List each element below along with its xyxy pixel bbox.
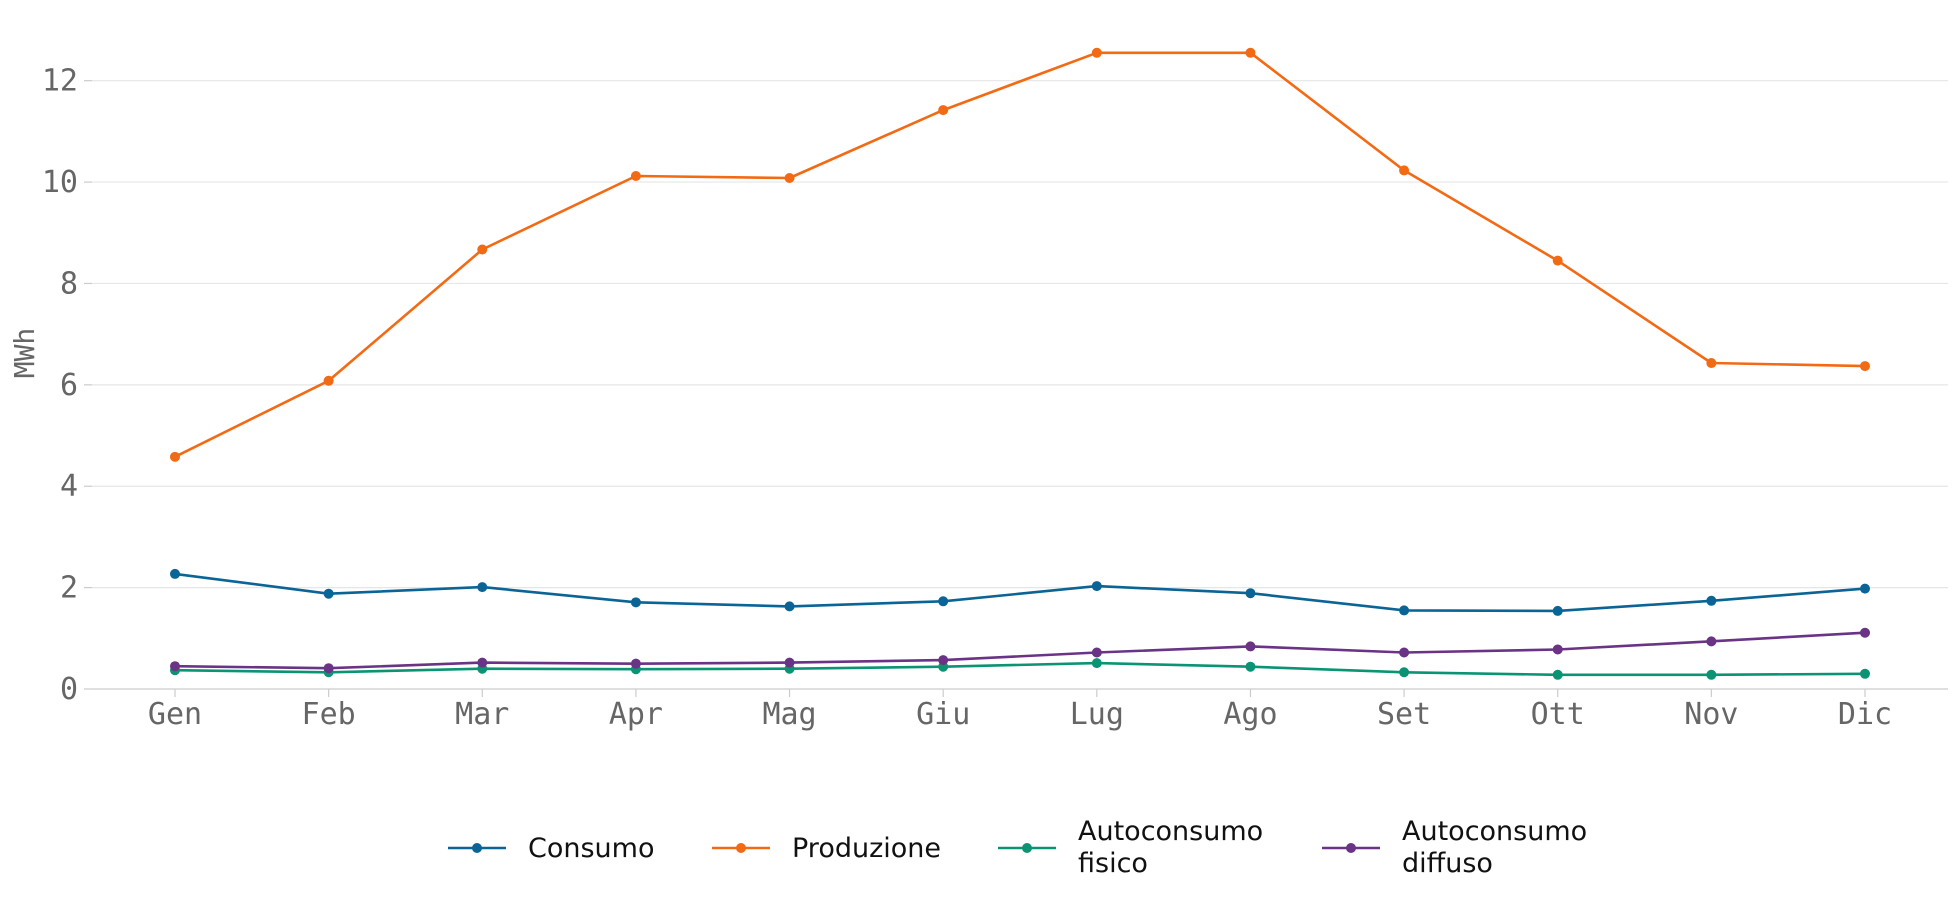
x-tick-label: Mar [455,697,509,732]
data-point [1552,644,1563,655]
legend-label: Consumo [528,833,654,864]
x-tick-label: Lug [1070,697,1124,732]
legend-item-autoconsumo-diffuso: Autoconsumo diffuso [1322,816,1587,879]
x-tick-label: Nov [1684,697,1738,732]
data-point [170,568,180,579]
x-tick-label: Ott [1531,697,1585,732]
data-point [1860,668,1870,679]
data-point [1091,47,1102,58]
data-point [938,655,949,666]
data-point [630,658,641,669]
data-point [1706,358,1717,369]
series-line [174,661,1866,677]
data-point [323,375,334,386]
data-point [477,657,488,668]
y-tick-label: 12 [42,64,78,99]
data-point [1091,658,1102,669]
series-line [174,572,1866,613]
data-point [1245,588,1256,599]
legend-item-produzione: Produzione [712,833,941,864]
x-tick-label: Mag [762,697,816,732]
data-point [1706,669,1717,680]
data-point [784,657,795,668]
data-point [170,451,180,462]
series-autoconsumo-fisico [170,658,1870,680]
data-point [1399,667,1410,678]
legend-label: Autoconsumo diffuso [1402,816,1587,879]
legend-label: Autoconsumo fisico [1078,816,1263,879]
legend-swatch-marker [1022,843,1032,853]
data-point [477,582,488,593]
data-point [1860,361,1870,372]
legend-item-autoconsumo-fisico: Autoconsumo fisico [998,816,1263,879]
data-point [323,588,334,599]
series-produzione [170,47,1870,462]
x-tick-label: Dic [1838,697,1892,732]
series-consumo [170,568,1870,616]
legend-swatch-marker [736,843,746,853]
x-tick-label: Ago [1223,697,1277,732]
x-tick-label: Giu [916,697,970,732]
series-layer [170,47,1870,680]
data-point [1552,605,1563,616]
y-tick-label: 4 [60,469,78,504]
y-tick-label: 2 [60,571,78,606]
data-point [938,105,949,116]
data-point [477,244,488,255]
y-axis-label: MWh [8,328,41,379]
y-tick-label: 6 [60,368,78,403]
data-point [323,663,334,674]
data-point [784,601,795,612]
x-tick-label: Gen [148,697,202,732]
data-point [630,170,641,181]
x-tick-label: Set [1377,697,1431,732]
data-point [1706,636,1717,647]
x-tick-label: Apr [609,697,663,732]
data-point [1245,661,1256,672]
legend-label: Produzione [792,833,941,864]
legend-swatch-marker [472,843,482,853]
legend-swatch-marker [1346,843,1356,853]
series-autoconsumo-diffuso [170,627,1870,674]
data-point [1245,641,1256,652]
data-point [630,597,641,608]
x-tick-label: Feb [302,697,356,732]
data-point [1860,627,1870,638]
legend-item-consumo: Consumo [448,833,654,864]
y-tick-label: 8 [60,266,78,301]
y-tick-label: 10 [42,165,78,200]
data-point [1091,581,1102,592]
data-point [1399,605,1410,616]
series-line [174,631,1866,670]
data-point [1706,595,1717,606]
data-point [938,596,949,607]
data-point [170,661,180,672]
axes: 0 2 4 6 8 10 12 Gen Feb Mar Apr Mag Giu Lug Ago Set Ott N… [42,64,1948,732]
data-point [1399,165,1410,176]
data-point [1399,647,1410,658]
series-line [174,51,1866,458]
legend: Consumo Produzione Autoconsumo fisico Autoco… [448,816,1587,879]
data-point [1091,647,1102,658]
y-tick-label: 0 [60,672,78,707]
data-point [1552,255,1563,266]
data-point [784,173,795,184]
data-point [1245,47,1256,58]
data-point [1860,583,1870,594]
data-point [1552,669,1563,680]
